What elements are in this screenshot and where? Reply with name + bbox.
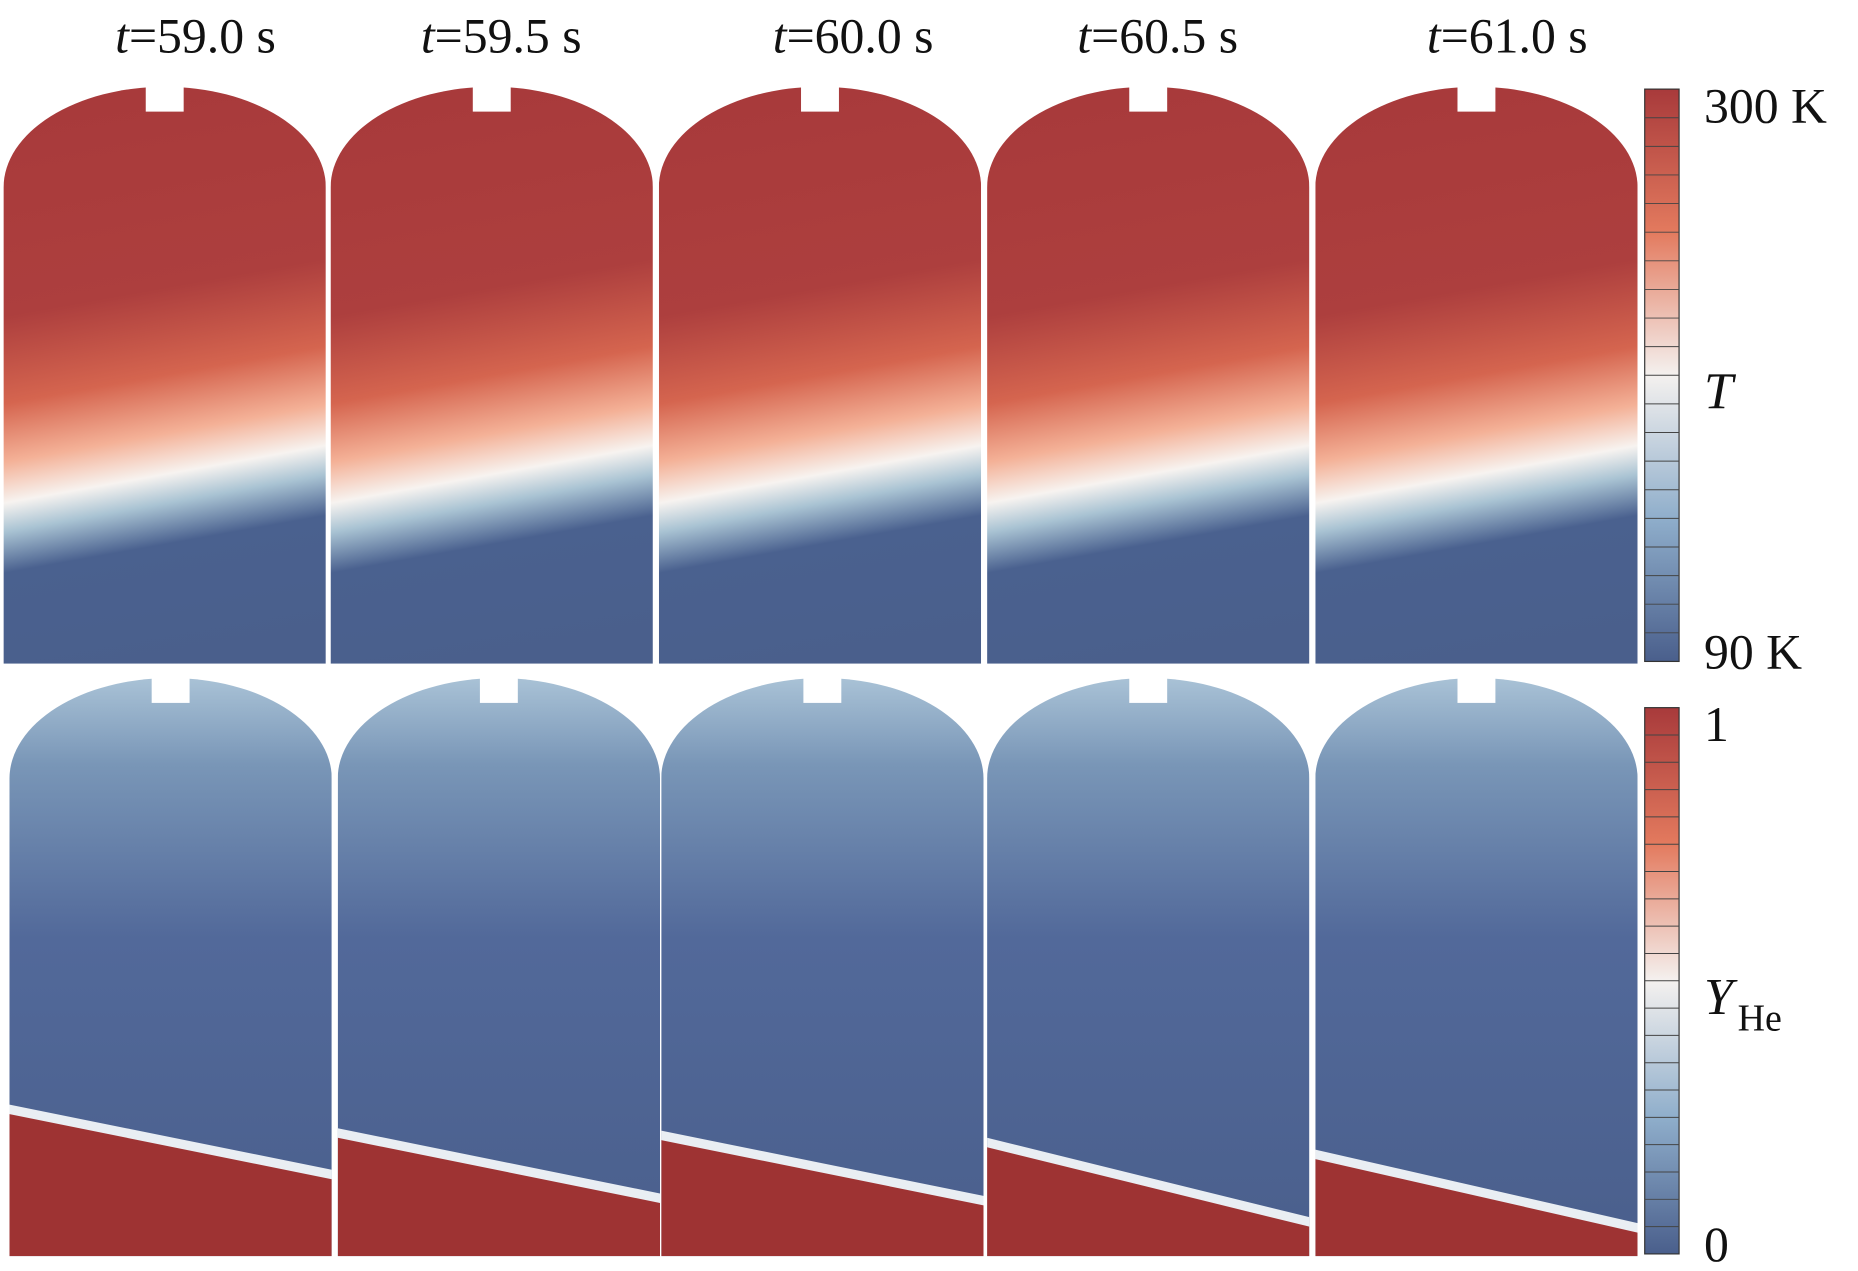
contour-panel xyxy=(1315,86,1638,664)
inlet-notch xyxy=(1129,674,1168,703)
time-value: =60.5 s xyxy=(1091,8,1238,63)
colorbar-min: 90 K xyxy=(1704,625,1802,680)
time-label: t=60.5 s xyxy=(1077,8,1238,63)
time-value: =60.0 s xyxy=(787,8,934,63)
time-value: =61.0 s xyxy=(1441,8,1588,63)
contour-panel xyxy=(337,678,661,1257)
contour-panel xyxy=(658,86,982,664)
colorbar-max: 300 K xyxy=(1704,78,1827,133)
liquid-region xyxy=(661,1140,984,1257)
contour-panel xyxy=(330,86,653,664)
contour-panel xyxy=(987,678,1310,1257)
liquid-region xyxy=(987,1147,1310,1257)
colorbars: 300 K 90 K T 1 0 Y He xyxy=(1644,78,1827,1271)
contour-panel xyxy=(9,678,332,1257)
inlet-notch xyxy=(801,83,839,112)
panels xyxy=(3,83,1638,1257)
time-labels: t=59.0 s t=59.5 s t=60.0 s t=60.5 s t=61.0 s xyxy=(115,8,1587,63)
field xyxy=(658,86,982,664)
contour-panel xyxy=(1315,678,1638,1257)
time-label: t=59.5 s xyxy=(421,8,582,63)
symbol: T xyxy=(1704,363,1737,420)
field xyxy=(330,86,653,664)
colorbar-min: 0 xyxy=(1704,1217,1729,1266)
time-symbol: t xyxy=(421,8,436,63)
contour-panel xyxy=(3,86,326,664)
symbol: Y xyxy=(1704,969,1738,1026)
field xyxy=(1315,678,1638,1257)
contour-panel xyxy=(661,678,984,1257)
inlet-notch xyxy=(1129,83,1168,112)
field xyxy=(987,86,1310,664)
time-symbol: t xyxy=(773,8,788,63)
field xyxy=(1315,86,1638,664)
time-label: t=60.0 s xyxy=(773,8,934,63)
inlet-notch xyxy=(151,674,190,703)
inlet-notch xyxy=(479,674,518,703)
contour-panel xyxy=(987,86,1310,664)
inlet-notch xyxy=(1457,83,1496,112)
colorbar-symbol: Y He xyxy=(1704,969,1782,1040)
inlet-notch xyxy=(145,83,184,112)
time-value: =59.0 s xyxy=(129,8,276,63)
inlet-notch xyxy=(1457,674,1496,703)
field xyxy=(3,86,326,664)
colorbar-max: 1 xyxy=(1704,697,1729,752)
liquid-region xyxy=(1315,1159,1638,1257)
time-label: t=61.0 s xyxy=(1427,8,1588,63)
liquid-region xyxy=(9,1114,332,1257)
subscript: He xyxy=(1738,998,1782,1040)
time-label: t=59.0 s xyxy=(115,8,276,63)
time-symbol: t xyxy=(1077,8,1092,63)
colorbar-symbol: T xyxy=(1704,363,1737,420)
liquid-region xyxy=(337,1137,661,1257)
time-symbol: t xyxy=(1427,8,1442,63)
inlet-notch xyxy=(472,83,511,112)
inlet-notch xyxy=(803,674,842,703)
time-value: =59.5 s xyxy=(435,8,582,63)
time-symbol: t xyxy=(115,8,130,63)
